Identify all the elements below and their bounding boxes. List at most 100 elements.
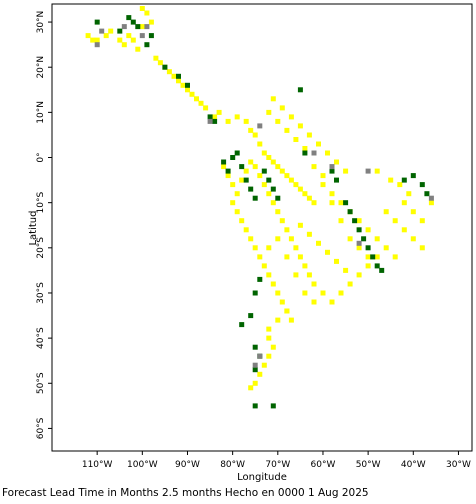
- green-cell: [329, 168, 335, 174]
- green-cell: [275, 195, 281, 201]
- green-cell: [252, 367, 258, 373]
- green-cell: [334, 177, 339, 183]
- yellow-cell: [85, 33, 91, 39]
- yellow-cell: [261, 182, 267, 188]
- yellow-cell: [257, 173, 263, 179]
- yellow-cell: [117, 37, 123, 43]
- yellow-cell: [130, 37, 136, 43]
- green-cell: [126, 15, 132, 21]
- yellow-cell: [343, 267, 349, 273]
- yellow-cell: [275, 164, 281, 170]
- yellow-cell: [166, 69, 172, 75]
- yellow-cell: [266, 326, 272, 332]
- green-cell: [176, 73, 181, 79]
- yellow-cell: [270, 200, 276, 206]
- yellow-cell: [356, 245, 362, 251]
- yellow-cell: [243, 168, 249, 174]
- yellow-cell: [261, 150, 267, 156]
- yellow-cell: [189, 91, 195, 97]
- green-cell: [379, 267, 385, 273]
- gray-cell: [311, 150, 317, 156]
- yellow-cell: [284, 127, 290, 133]
- yellow-cell: [257, 371, 263, 377]
- yellow-cell: [270, 344, 276, 350]
- yellow-cell: [248, 236, 254, 242]
- green-cell: [410, 173, 416, 179]
- green-cell: [148, 33, 154, 39]
- yellow-cell: [248, 127, 254, 133]
- yellow-cell: [311, 200, 317, 206]
- green-cell: [243, 177, 249, 183]
- gray-cell: [365, 168, 371, 174]
- green-cell: [356, 227, 362, 233]
- yellow-cell: [252, 164, 258, 170]
- yellow-cell: [302, 191, 308, 197]
- x-tick-label: 100°W: [127, 460, 158, 470]
- green-cell: [270, 186, 276, 192]
- yellow-cell: [279, 299, 285, 305]
- gray-cell: [257, 123, 263, 129]
- green-cell: [370, 254, 376, 260]
- yellow-cell: [316, 141, 321, 147]
- yellow-cell: [266, 109, 272, 115]
- yellow-cell: [311, 164, 317, 170]
- yellow-cell: [293, 137, 299, 142]
- yellow-cell: [121, 42, 127, 48]
- y-tick-label: 20°N: [36, 56, 46, 79]
- forecast-caption: Forecast Lead Time in Months 2.5 months …: [2, 487, 369, 499]
- x-tick-label: 40°W: [401, 460, 426, 470]
- green-cell: [352, 218, 358, 224]
- yellow-cell: [383, 209, 389, 215]
- yellow-cell: [234, 114, 240, 120]
- gray-cell: [257, 353, 263, 359]
- green-cell: [207, 114, 213, 120]
- yellow-cell: [297, 254, 303, 260]
- yellow-cell: [108, 28, 114, 34]
- green-cell: [234, 150, 240, 156]
- yellow-cell: [325, 249, 330, 255]
- yellow-cell: [316, 240, 321, 246]
- green-cell: [230, 155, 236, 160]
- yellow-cell: [297, 186, 303, 192]
- green-cell: [270, 403, 276, 409]
- yellow-cell: [180, 82, 186, 88]
- yellow-cell: [297, 222, 303, 228]
- yellow-cell: [284, 254, 290, 260]
- yellow-cell: [288, 177, 294, 183]
- yellow-cell: [397, 182, 403, 188]
- yellow-cell: [257, 254, 263, 260]
- yellow-cell: [261, 362, 267, 368]
- yellow-cell: [334, 159, 339, 165]
- yellow-cell: [410, 236, 416, 242]
- green-cell: [252, 344, 258, 350]
- gray-cell: [144, 24, 150, 30]
- yellow-cell: [148, 19, 154, 25]
- y-tick-label: 30°N: [36, 11, 46, 34]
- green-cell: [343, 200, 349, 206]
- yellow-cell: [103, 33, 109, 39]
- yellow-cell: [230, 182, 236, 188]
- yellow-cell: [325, 150, 330, 156]
- gray-cell: [99, 28, 105, 34]
- yellow-cell: [248, 385, 254, 391]
- green-cell: [297, 87, 303, 93]
- yellow-cell: [306, 195, 312, 201]
- yellow-cell: [243, 118, 249, 124]
- yellow-cell: [139, 24, 145, 30]
- green-cell: [248, 313, 254, 319]
- yellow-cell: [406, 191, 412, 197]
- yellow-cell: [419, 245, 425, 251]
- yellow-cell: [261, 263, 267, 269]
- y-tick-label: 40°S: [36, 327, 46, 349]
- yellow-cell: [266, 245, 272, 251]
- yellow-cell: [334, 258, 339, 264]
- yellow-cell: [252, 380, 258, 386]
- gray-cell: [207, 118, 213, 124]
- x-tick-label: 70°W: [265, 460, 290, 470]
- yellow-cell: [275, 209, 281, 215]
- yellow-cell: [176, 78, 181, 84]
- x-axis-title: Longitude: [237, 472, 287, 483]
- yellow-cell: [392, 218, 398, 224]
- yellow-cell: [410, 209, 416, 215]
- green-cell: [248, 186, 254, 192]
